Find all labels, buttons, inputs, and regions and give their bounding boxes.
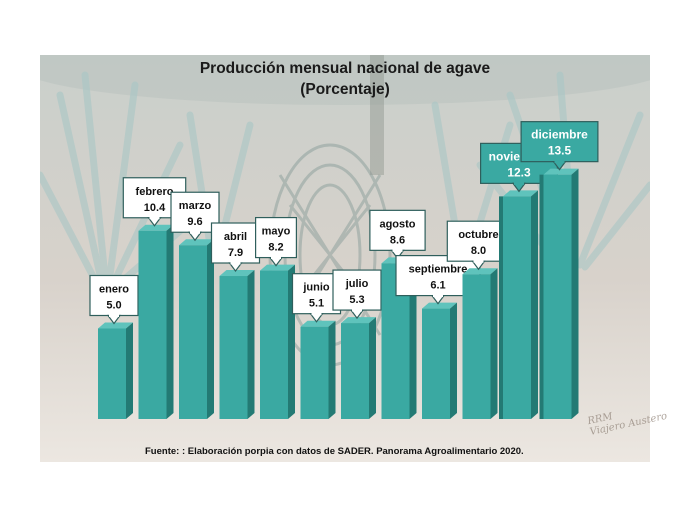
callout-pointer-mask-noviembre (514, 181, 524, 185)
bar-junio (300, 326, 329, 419)
chart-subtitle: (Porcentaje) (300, 81, 390, 98)
bar-top-junio (300, 320, 336, 327)
data-label-julio: 5.3 (349, 294, 364, 306)
bar-top-marzo (179, 239, 214, 246)
bar-group-febrero: febrero 10.4 (122, 177, 187, 419)
tick-label-octubre: octubre (458, 229, 498, 241)
chart-svg: enero 5.0 febrero 10.4 marzo 9.6 abril 7.9 mayo 8… (40, 55, 650, 462)
bar-enero (98, 328, 126, 419)
bar-top-diciembre (543, 168, 579, 175)
tick-label-enero: enero (99, 284, 129, 296)
callout-box-enero (89, 274, 139, 317)
data-label-junio: 5.1 (309, 298, 324, 310)
data-label-agosto: 8.6 (390, 234, 405, 246)
bar-group-marzo: marzo 9.6 (170, 191, 220, 419)
bar-group-julio: julio 5.3 (332, 269, 382, 419)
bar-octubre (462, 274, 491, 419)
data-label-febrero: 10.4 (144, 202, 166, 214)
callout-box-mayo (255, 216, 298, 259)
callout-pointer-mask-diciembre (554, 160, 565, 164)
callout-pointer-mask-enero (109, 314, 119, 317)
bar-group-agosto: agosto 8.6 (369, 209, 426, 419)
callout-pointer-mask-septiembre (433, 294, 443, 298)
bar-top-julio (341, 317, 376, 324)
bar-marzo (179, 245, 207, 419)
callout-pointer-mask-junio (311, 312, 322, 316)
callout-box-julio (332, 269, 382, 311)
tick-label-agosto: agosto (379, 218, 415, 230)
bar-noviembre (503, 196, 531, 419)
callout-pointer-mask-mayo (271, 256, 281, 260)
bar-side-septiembre (450, 302, 457, 419)
bar-side-diciembre (571, 168, 579, 419)
data-label-marzo: 9.6 (187, 216, 202, 228)
bar-top-febrero (138, 224, 174, 231)
bar-side-febrero (166, 224, 174, 419)
chart-area: enero 5.0 febrero 10.4 marzo 9.6 abril 7.9 mayo 8… (40, 55, 650, 462)
callout-box-abril (210, 222, 261, 264)
data-label-enero: 5.0 (106, 300, 121, 312)
bar-febrero (138, 230, 167, 419)
tick-label-septiembre: septiembre (409, 264, 468, 276)
bar-edge-diciembre (539, 174, 544, 419)
tick-label-junio: junio (302, 282, 330, 294)
chart-title-block: Producción mensual nacional de agave (Po… (40, 58, 650, 100)
bar-septiembre (422, 308, 450, 419)
bar-group-mayo: mayo 8.2 (255, 216, 298, 419)
callout-box-diciembre (520, 121, 599, 163)
bar-top-enero (98, 322, 133, 329)
bar-side-enero (126, 322, 133, 419)
bar-edge-noviembre (499, 196, 503, 419)
tick-label-mayo: mayo (262, 226, 291, 238)
callout-pointer-mask-marzo (190, 230, 200, 234)
bar-side-julio (369, 317, 376, 419)
tick-label-julio: julio (345, 278, 369, 290)
callout-pointer-mask-agosto (392, 248, 403, 252)
bar-side-agosto (409, 257, 417, 419)
callout-pointer-mask-febrero (149, 216, 160, 220)
data-label-noviembre: 12.3 (507, 165, 531, 179)
chart-title: Producción mensual nacional de agave (199, 60, 491, 77)
callout-pointer-mask-julio (352, 308, 362, 312)
bar-side-noviembre (531, 190, 538, 419)
bar-group-enero: enero 5.0 (89, 274, 139, 419)
bar-julio (341, 323, 369, 419)
bar-side-abril (247, 270, 255, 419)
data-label-mayo: 8.2 (268, 242, 283, 254)
tick-label-abril: abril (224, 231, 247, 243)
data-label-septiembre: 6.1 (430, 280, 445, 292)
data-label-octubre: 8.0 (471, 245, 486, 257)
callout-pointer-mask-abril (230, 261, 241, 265)
bar-group-abril: abril 7.9 (210, 222, 261, 419)
tick-label-diciembre: diciembre (531, 128, 588, 142)
bar-top-mayo (260, 264, 295, 271)
bar-group-diciembre: diciembre 13.5 (520, 121, 599, 419)
tick-label-marzo: marzo (179, 200, 212, 212)
source-note: Fuente: : Elaboración porpia con datos d… (145, 446, 524, 457)
bar-mayo (260, 270, 288, 419)
bar-top-octubre (462, 268, 498, 275)
bar-side-marzo (207, 239, 214, 419)
bar-top-septiembre (422, 302, 457, 309)
data-label-diciembre: 13.5 (548, 144, 572, 158)
callout-box-agosto (369, 209, 426, 251)
bar-abril (219, 276, 248, 419)
tick-label-febrero: febrero (136, 186, 174, 198)
bar-side-octubre (490, 268, 498, 419)
bar-top-noviembre (503, 190, 538, 197)
bar-diciembre (543, 174, 572, 419)
bar-side-junio (328, 320, 336, 419)
data-label-abril: 7.9 (228, 247, 243, 259)
callout-pointer-mask-octubre (473, 259, 484, 263)
bar-top-abril (219, 270, 255, 277)
